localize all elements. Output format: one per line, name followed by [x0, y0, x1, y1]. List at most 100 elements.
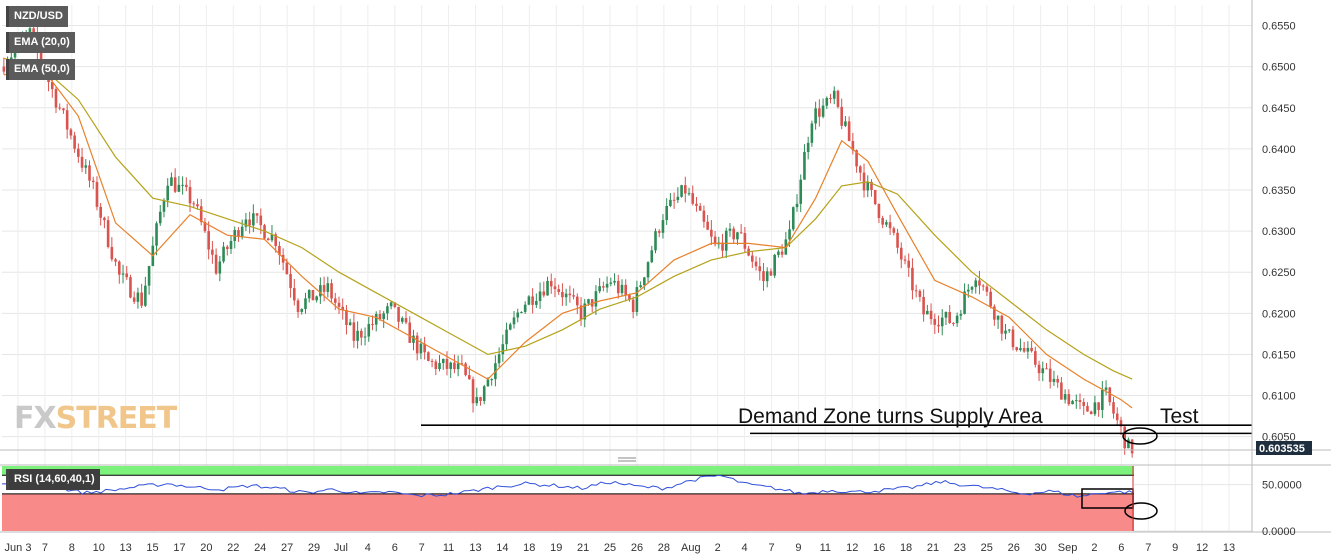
candle-body	[32, 28, 35, 36]
candle-body	[185, 184, 188, 188]
candle-body	[620, 284, 624, 294]
candle-body	[564, 293, 568, 298]
current-price-tag: 0.603535	[1256, 441, 1312, 455]
date-tick-label: 7	[419, 542, 425, 554]
legend-ema20[interactable]: EMA (20,0)	[6, 32, 75, 53]
candle-body	[196, 204, 199, 207]
candle-body	[743, 233, 747, 249]
candle-body	[683, 185, 687, 194]
legend-ema50[interactable]: EMA (50,0)	[6, 59, 75, 80]
candle-body	[791, 207, 795, 230]
test-circle	[1122, 427, 1158, 445]
candle-body	[1071, 400, 1074, 405]
candle-body	[616, 280, 620, 294]
candle-body	[952, 323, 955, 325]
candle-body	[307, 290, 311, 299]
panel-divider-handle[interactable]	[618, 457, 636, 462]
candle-body	[512, 317, 516, 325]
candle-body	[50, 82, 54, 90]
candle-body	[665, 205, 668, 221]
date-tick-label: 21	[577, 542, 589, 554]
date-tick-label: 26	[1008, 542, 1020, 554]
candle-body	[695, 203, 698, 206]
candle-body	[348, 322, 352, 326]
candle-body	[933, 319, 937, 325]
candle-body	[635, 287, 639, 313]
candle-body	[643, 277, 646, 286]
candle-body	[739, 232, 743, 234]
candle-body	[568, 293, 572, 296]
candle-body	[225, 246, 229, 250]
candle-body	[486, 379, 490, 387]
price-tick-label: 0.6550	[1262, 21, 1296, 33]
date-tick-label: 29	[308, 542, 320, 554]
candle-body	[803, 151, 806, 180]
candle-body	[903, 259, 907, 261]
candle-body	[39, 51, 43, 65]
date-tick-label: 6	[1118, 542, 1124, 554]
candle-body	[855, 150, 858, 167]
candle-body	[449, 362, 453, 369]
date-tick-label: 4	[365, 542, 371, 554]
candle-body	[84, 165, 88, 168]
candle-body	[937, 324, 940, 327]
candle-body	[479, 397, 482, 402]
candle-body	[587, 299, 590, 304]
candle-body	[456, 363, 460, 370]
candle-body	[892, 228, 896, 233]
candle-body	[490, 379, 493, 381]
candle-body	[531, 296, 534, 305]
legend-rsi[interactable]: RSI (14,60,40,1)	[6, 469, 100, 490]
candle-body	[732, 228, 736, 240]
candle-body	[963, 291, 966, 314]
rsi-tick-label: 50.0000	[1262, 480, 1302, 492]
candle-body	[441, 358, 445, 364]
candle-body	[103, 217, 106, 221]
candle-body	[382, 313, 385, 320]
date-tick-label: 11	[820, 542, 831, 554]
candle-body	[535, 301, 538, 305]
candle-body	[810, 123, 814, 143]
rsi-gridlines	[1134, 484, 1252, 532]
date-tick-label: 13	[120, 542, 132, 554]
candle-body	[28, 28, 32, 35]
candle-body	[847, 121, 851, 142]
candle-body	[445, 358, 449, 369]
candle-body	[170, 177, 173, 186]
candle-body	[765, 271, 769, 282]
date-tick-label: 9	[1172, 542, 1178, 554]
candle-body	[985, 286, 989, 292]
candle-body	[613, 280, 616, 283]
date-tick-label: 15	[146, 542, 158, 554]
candle-body	[203, 222, 207, 232]
date-tick-label: 4	[742, 542, 748, 554]
candle-body	[144, 285, 147, 306]
date-tick-label: 20	[200, 542, 212, 554]
candle-body	[806, 142, 810, 152]
candle-body	[95, 182, 99, 207]
candle-body	[687, 193, 691, 195]
candle-body	[508, 324, 512, 330]
date-tick-label: Aug	[681, 542, 701, 554]
demand-zone-annotation: Demand Zone turns Supply Area	[738, 405, 1043, 428]
candle-body	[628, 295, 631, 300]
candle-body	[721, 242, 724, 251]
candle-body	[966, 289, 970, 292]
fxstreet-logo: FXSTREET	[14, 401, 177, 436]
candle-body	[278, 245, 281, 255]
price-tick-label: 0.6150	[1262, 349, 1296, 361]
candle-body	[896, 232, 899, 248]
date-tick-label: Sep	[1058, 542, 1078, 554]
candle-body	[922, 296, 925, 315]
candle-body	[464, 363, 467, 376]
candle-body	[832, 90, 836, 99]
candle-body	[706, 221, 709, 230]
candle-body	[978, 280, 981, 286]
candle-body	[602, 286, 605, 288]
candle-body	[769, 271, 773, 276]
candle-body	[870, 181, 873, 190]
candle-body	[352, 322, 356, 341]
candle-body	[881, 217, 884, 225]
candle-body	[345, 309, 348, 326]
